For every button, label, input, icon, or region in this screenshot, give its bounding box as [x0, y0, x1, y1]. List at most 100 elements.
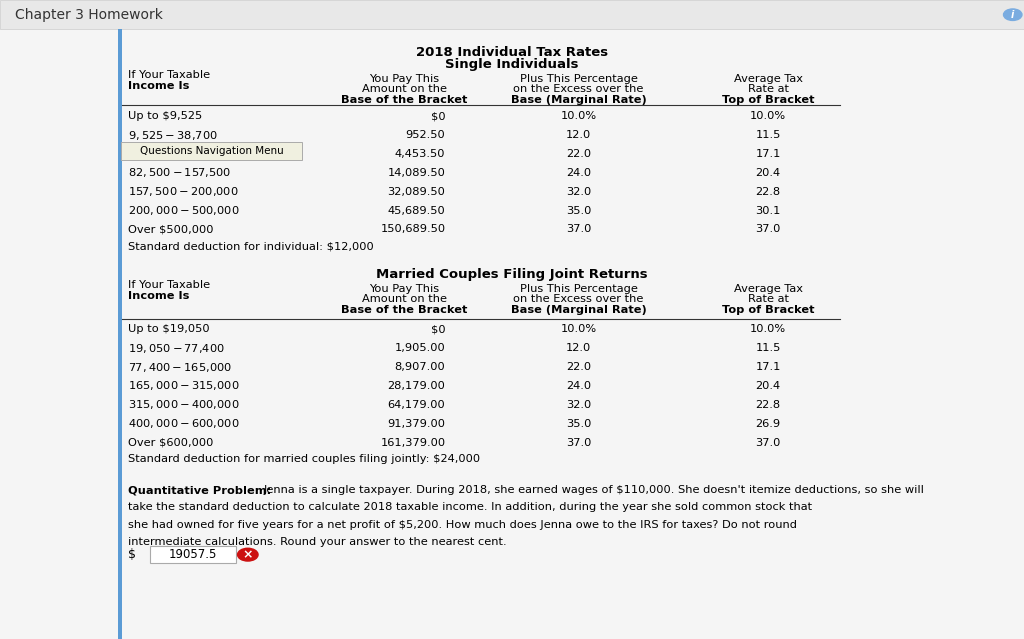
Text: Income Is: Income Is — [128, 291, 189, 301]
Text: 161,379.00: 161,379.00 — [380, 438, 445, 447]
Text: 30.1: 30.1 — [756, 206, 780, 215]
Text: 8,907.00: 8,907.00 — [394, 362, 445, 372]
Text: Amount on the: Amount on the — [361, 84, 447, 95]
Text: Amount on the: Amount on the — [361, 295, 447, 304]
Text: ×: × — [243, 548, 253, 561]
Text: 32.0: 32.0 — [566, 400, 591, 410]
Text: 37.0: 37.0 — [756, 438, 780, 447]
Text: on the Excess over the: on the Excess over the — [513, 84, 644, 95]
Text: Top of Bracket: Top of Bracket — [722, 305, 814, 315]
Text: 32,089.50: 32,089.50 — [387, 187, 445, 197]
Text: $38,700 - $82,500: $38,700 - $82,500 — [128, 148, 225, 160]
Text: $400,000 - $600,000: $400,000 - $600,000 — [128, 417, 240, 430]
Text: Chapter 3 Homework: Chapter 3 Homework — [15, 8, 163, 22]
Text: $157,500 - $200,000: $157,500 - $200,000 — [128, 185, 239, 198]
Text: If Your Taxable: If Your Taxable — [128, 281, 210, 290]
Text: 10.0%: 10.0% — [750, 325, 786, 334]
Text: 14,089.50: 14,089.50 — [387, 168, 445, 178]
Text: 19057.5: 19057.5 — [168, 548, 217, 561]
Text: $0: $0 — [431, 111, 445, 121]
Text: 20.4: 20.4 — [756, 168, 780, 178]
Text: Base (Marginal Rate): Base (Marginal Rate) — [511, 305, 646, 315]
Text: Plus This Percentage: Plus This Percentage — [519, 284, 638, 293]
Text: 22.8: 22.8 — [756, 400, 780, 410]
Text: Standard deduction for married couples filing jointly: $24,000: Standard deduction for married couples f… — [128, 454, 480, 465]
Text: 28,179.00: 28,179.00 — [387, 381, 445, 391]
FancyBboxPatch shape — [121, 142, 302, 160]
Text: If Your Taxable: If Your Taxable — [128, 70, 210, 81]
Text: 37.0: 37.0 — [566, 224, 591, 235]
Text: Quantitative Problem:: Quantitative Problem: — [128, 485, 271, 495]
FancyBboxPatch shape — [118, 29, 122, 639]
Text: 10.0%: 10.0% — [560, 111, 597, 121]
Text: Average Tax: Average Tax — [733, 284, 803, 293]
Text: 22.0: 22.0 — [566, 362, 591, 372]
Text: she had owned for five years for a net profit of $5,200. How much does Jenna owe: she had owned for five years for a net p… — [128, 520, 797, 530]
Text: $82,500 - $157,500: $82,500 - $157,500 — [128, 166, 231, 180]
Text: i: i — [1011, 10, 1015, 20]
Circle shape — [238, 548, 258, 561]
Text: Plus This Percentage: Plus This Percentage — [519, 73, 638, 84]
Text: Over $600,000: Over $600,000 — [128, 438, 213, 447]
FancyBboxPatch shape — [0, 0, 1024, 29]
Text: intermediate calculations. Round your answer to the nearest cent.: intermediate calculations. Round your an… — [128, 537, 507, 547]
Text: 20.4: 20.4 — [756, 381, 780, 391]
Text: Up to $19,050: Up to $19,050 — [128, 325, 210, 334]
Text: 10.0%: 10.0% — [750, 111, 786, 121]
Text: Married Couples Filing Joint Returns: Married Couples Filing Joint Returns — [376, 268, 648, 281]
Text: 12.0: 12.0 — [566, 343, 591, 353]
Text: Jenna is a single taxpayer. During 2018, she earned wages of $110,000. She doesn: Jenna is a single taxpayer. During 2018,… — [263, 485, 924, 495]
Text: take the standard deduction to calculate 2018 taxable income. In addition, durin: take the standard deduction to calculate… — [128, 502, 812, 512]
Text: 2018 Individual Tax Rates: 2018 Individual Tax Rates — [416, 46, 608, 59]
Text: 150,689.50: 150,689.50 — [380, 224, 445, 235]
Text: $165,000 - $315,000: $165,000 - $315,000 — [128, 380, 240, 392]
FancyBboxPatch shape — [150, 546, 236, 563]
Text: 4,453.50: 4,453.50 — [395, 149, 445, 159]
Text: $77,400 - $165,000: $77,400 - $165,000 — [128, 360, 232, 374]
Text: Questions Navigation Menu: Questions Navigation Menu — [139, 146, 284, 156]
Text: 37.0: 37.0 — [756, 224, 780, 235]
Circle shape — [1004, 9, 1022, 20]
Text: 12.0: 12.0 — [566, 130, 591, 140]
Text: $315,000 - $400,000: $315,000 - $400,000 — [128, 398, 240, 412]
Text: 35.0: 35.0 — [566, 419, 591, 429]
Text: Income Is: Income Is — [128, 81, 189, 91]
Text: 11.5: 11.5 — [756, 130, 780, 140]
Text: $38,700 - $82,500: $38,700 - $82,500 — [128, 148, 225, 160]
Text: 35.0: 35.0 — [566, 206, 591, 215]
Text: $0: $0 — [431, 325, 445, 334]
Text: Single Individuals: Single Individuals — [445, 58, 579, 71]
Text: Base of the Bracket: Base of the Bracket — [341, 95, 468, 105]
Text: 91,379.00: 91,379.00 — [387, 419, 445, 429]
Text: $: $ — [128, 548, 136, 561]
Text: $19,050 - $77,400: $19,050 - $77,400 — [128, 342, 224, 355]
Text: Over $500,000: Over $500,000 — [128, 224, 213, 235]
Text: 24.0: 24.0 — [566, 168, 591, 178]
Text: Up to $9,525: Up to $9,525 — [128, 111, 203, 121]
Text: on the Excess over the: on the Excess over the — [513, 295, 644, 304]
Text: $9,525 - $38,700: $9,525 - $38,700 — [128, 128, 218, 142]
Text: 22.0: 22.0 — [566, 149, 591, 159]
Text: 952.50: 952.50 — [406, 130, 445, 140]
Text: 11.5: 11.5 — [756, 343, 780, 353]
Text: 22.8: 22.8 — [756, 187, 780, 197]
Text: 45,689.50: 45,689.50 — [388, 206, 445, 215]
Text: $200,000 - $500,000: $200,000 - $500,000 — [128, 204, 240, 217]
Text: 64,179.00: 64,179.00 — [388, 400, 445, 410]
Text: Standard deduction for individual: $12,000: Standard deduction for individual: $12,0… — [128, 242, 374, 251]
Text: 26.9: 26.9 — [756, 419, 780, 429]
Text: 24.0: 24.0 — [566, 381, 591, 391]
Text: 37.0: 37.0 — [566, 438, 591, 447]
Text: You Pay This: You Pay This — [370, 284, 439, 293]
Text: You Pay This: You Pay This — [370, 73, 439, 84]
Text: 10.0%: 10.0% — [560, 325, 597, 334]
Text: 17.1: 17.1 — [756, 362, 780, 372]
Text: 1,905.00: 1,905.00 — [394, 343, 445, 353]
Text: Base of the Bracket: Base of the Bracket — [341, 305, 468, 315]
Text: Average Tax: Average Tax — [733, 73, 803, 84]
Text: Rate at: Rate at — [748, 84, 788, 95]
Text: Rate at: Rate at — [748, 295, 788, 304]
Text: Top of Bracket: Top of Bracket — [722, 95, 814, 105]
Text: 17.1: 17.1 — [756, 149, 780, 159]
Text: 32.0: 32.0 — [566, 187, 591, 197]
